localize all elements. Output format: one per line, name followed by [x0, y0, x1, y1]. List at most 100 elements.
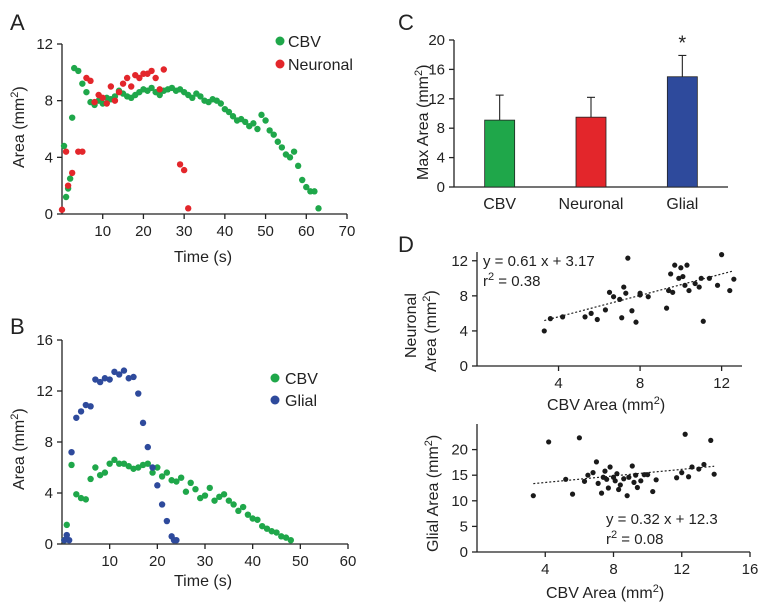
- legend-label-glial-b: Glial: [285, 393, 317, 410]
- data-point: [546, 439, 552, 445]
- legend-marker-neuronal-a: [275, 59, 285, 69]
- x-tick-label: 40: [217, 223, 234, 240]
- data-point-neuronal: [62, 148, 70, 155]
- data-point-neuronal: [156, 86, 163, 93]
- x-tick-label: 60: [298, 223, 315, 240]
- x-tick-label: 60: [340, 553, 357, 570]
- y-tick-label: 12: [451, 253, 468, 270]
- data-point-cbv: [154, 464, 161, 471]
- data-point-neuronal: [115, 88, 123, 96]
- y-tick-label: 12: [36, 383, 53, 400]
- data-point-glial: [139, 419, 147, 427]
- x-tick-label: 20: [135, 223, 152, 240]
- panel-c: 0 4 8 12 16 20 CBV Neuronal Glial * Max Area (mm…: [413, 32, 728, 213]
- data-point: [650, 488, 656, 495]
- panel-a-y-title: Area (mm2): [9, 86, 28, 168]
- data-point: [617, 296, 623, 302]
- data-point: [653, 477, 659, 483]
- data-point-cbv: [270, 131, 277, 138]
- data-point: [625, 255, 631, 261]
- data-point: [624, 493, 630, 499]
- data-point-cbv: [250, 120, 257, 127]
- data-point-glial: [106, 376, 113, 383]
- data-point: [614, 471, 620, 477]
- data-point: [708, 437, 714, 443]
- panel-d1-ticks: 4 8 12 0 4 8 12: [451, 253, 730, 392]
- panel-b: 10 20 30 40 50 60 0 4 8 12 16 CBV Glial Time (s) A…: [9, 332, 356, 590]
- data-point: [594, 316, 600, 323]
- data-point: [602, 468, 608, 474]
- y-tick-label: 0: [460, 544, 468, 561]
- y-tick-label: 5: [460, 518, 468, 535]
- data-point: [714, 282, 721, 288]
- data-point: [560, 314, 566, 320]
- x-tick-label: 8: [609, 561, 617, 578]
- panel-b-y-title: Area (mm2): [9, 408, 28, 490]
- data-point: [682, 282, 688, 288]
- x-tick-label: 50: [292, 553, 309, 570]
- data-point-glial: [61, 536, 68, 544]
- data-point: [585, 472, 591, 478]
- data-point-cbv: [299, 176, 306, 184]
- data-point-neuronal: [148, 67, 155, 75]
- data-point-cbv: [83, 88, 90, 96]
- category-label-neuronal: Neuronal: [559, 196, 624, 213]
- data-point: [547, 316, 553, 322]
- data-point: [680, 273, 686, 280]
- data-point-neuronal: [79, 148, 86, 155]
- data-point: [685, 474, 692, 480]
- data-point-cbv: [206, 484, 213, 492]
- data-point-cbv: [189, 94, 196, 102]
- data-point-cbv: [163, 469, 171, 476]
- data-point-cbv: [149, 469, 156, 476]
- panel-label-c: C: [398, 10, 414, 35]
- data-point-cbv: [303, 183, 310, 191]
- data-point-cbv: [116, 460, 123, 467]
- category-label-cbv: CBV: [483, 196, 516, 213]
- data-point-glial: [111, 368, 118, 376]
- panel-label-b: B: [10, 314, 25, 339]
- panel-a: 10 20 30 40 50 60 70 0 4 8 12 CBV Neuronal Time (s…: [9, 34, 355, 266]
- legend-marker-cbv-a: [275, 36, 285, 46]
- data-point-glial: [163, 517, 171, 525]
- data-point-cbv: [82, 496, 90, 503]
- data-point-glial: [154, 482, 161, 489]
- y-tick-label: 8: [437, 120, 445, 137]
- data-point: [676, 275, 682, 281]
- data-point: [576, 435, 582, 441]
- data-point-cbv: [244, 511, 252, 518]
- panel-d2: 4 8 12 16 0 5 10 15 20 y = 0.32 x + 12.3 r2 = 0.…: [423, 424, 758, 602]
- data-point-neuronal: [87, 77, 94, 85]
- data-point-glial: [116, 371, 123, 378]
- category-label-glial: Glial: [666, 196, 698, 213]
- data-point-cbv: [60, 142, 68, 150]
- panel-d1-x-title: CBV Area (mm2): [547, 395, 665, 414]
- panel-c-bars: CBV Neuronal Glial *: [483, 32, 698, 213]
- data-point-cbv: [62, 193, 70, 201]
- data-point-glial: [173, 536, 180, 544]
- data-point-cbv: [258, 111, 265, 119]
- data-point-cbv: [286, 154, 294, 161]
- x-tick-label: 8: [636, 375, 644, 392]
- data-point: [616, 486, 622, 493]
- data-point: [637, 290, 643, 296]
- data-point-cbv: [230, 501, 237, 508]
- legend-marker-cbv-b: [270, 373, 280, 383]
- y-tick-label: 4: [45, 149, 53, 166]
- data-point-cbv: [239, 503, 247, 511]
- y-tick-label: 8: [45, 434, 53, 451]
- panel-d2-y-title: Glial Area (mm2): [423, 435, 442, 552]
- data-point: [590, 470, 596, 476]
- data-point-cbv: [254, 516, 261, 523]
- panel-d1: 4 8 12 0 4 8 12 y = 0.61 x + 3.17 r2 = 0.38 CB…: [403, 252, 742, 414]
- data-point-neuronal: [152, 74, 159, 82]
- data-point-cbv: [263, 525, 271, 532]
- data-point-cbv: [315, 205, 322, 212]
- panel-d1-y-title-line2: Area (mm2): [421, 290, 440, 372]
- data-point-cbv: [75, 67, 82, 75]
- data-point: [706, 275, 712, 281]
- data-point: [607, 464, 613, 470]
- data-point-glial: [68, 449, 75, 456]
- data-point-glial: [73, 414, 80, 421]
